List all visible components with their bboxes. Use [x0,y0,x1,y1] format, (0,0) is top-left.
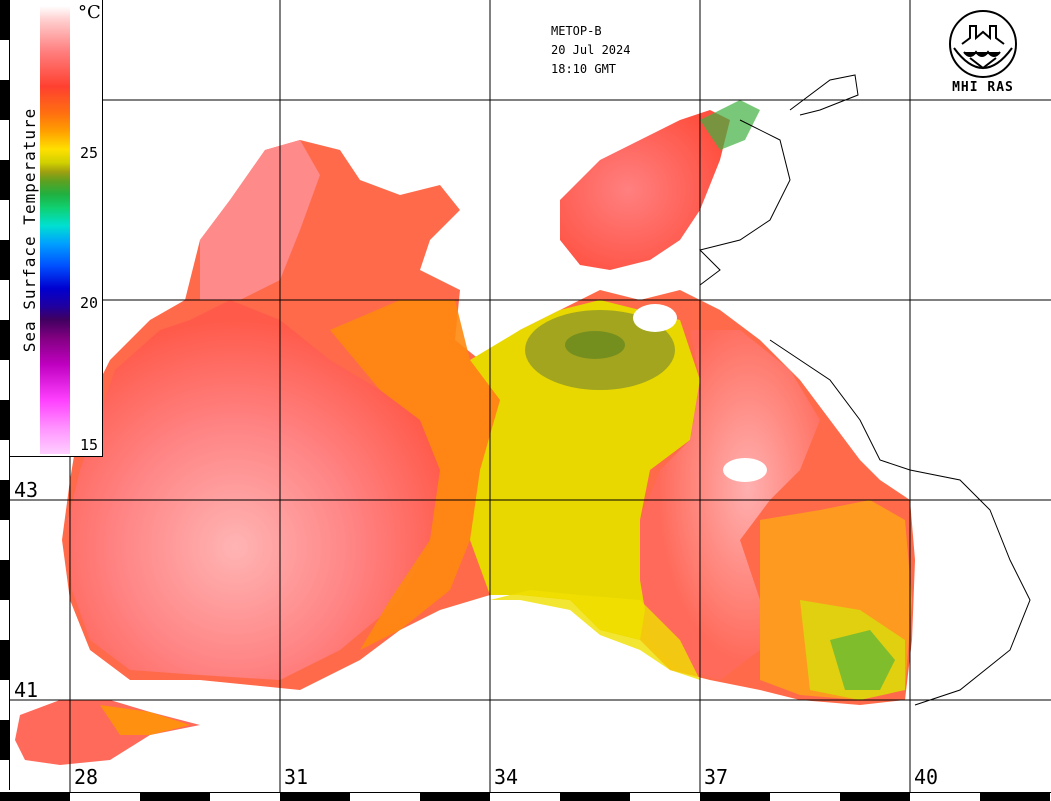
acquisition-date: 20 Jul 2024 [551,43,631,57]
land-patch [723,458,767,482]
coastline-kerch [699,119,791,286]
colorbar-tick-20: 20 [80,294,99,312]
latitude-label-43: 43 [14,478,39,502]
colorbar-tick-15: 15 [80,436,99,454]
sea-of-azov [560,110,730,270]
central-orange [330,300,500,650]
coastline-east [769,339,1031,706]
acquisition-info: METOP-B 20 Jul 2024 18:10 GMT [551,22,630,79]
grid [10,0,1051,792]
longitude-label-37: 37 [704,765,729,789]
sst-colorbar [40,6,70,454]
southeast-green [830,630,895,690]
azov-east-green [700,100,760,150]
colorbar-tick-25: 25 [80,144,99,162]
colorbar-title: Sea Surface Temperature [20,107,39,353]
mhi-ras-logo: MHI RAS [938,8,1028,100]
south-coast-strip [490,590,700,680]
longitude-label-28: 28 [74,765,99,789]
longitude-label-31: 31 [284,765,309,789]
eastern-basin [640,330,820,680]
marmara-orange [100,705,190,735]
longitude-ruler [0,792,1051,801]
western-shelf [200,140,320,300]
latitude-ruler [0,0,10,790]
coastline-north [789,74,859,116]
longitude-label-40: 40 [914,765,939,789]
satellite-name: METOP-B [551,24,602,38]
logo-emblem-icon [949,10,1017,78]
acquisition-time: 18:10 GMT [551,62,617,76]
longitude-label-34: 34 [494,765,519,789]
western-basin [68,300,440,680]
land-patch [633,304,677,332]
organization-label: MHI RAS [952,80,1014,95]
olive-core [565,331,625,359]
colorbar-unit: °C [78,2,101,23]
latitude-label-41: 41 [14,678,39,702]
